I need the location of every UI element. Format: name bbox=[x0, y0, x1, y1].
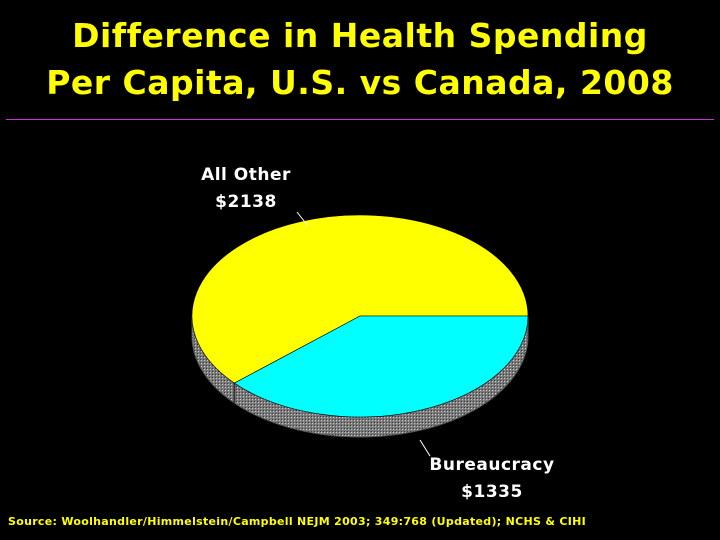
leader-line-bureaucracy bbox=[419, 439, 431, 457]
title-divider bbox=[6, 119, 714, 120]
pie-slices-layer bbox=[191, 214, 529, 418]
slice-label-all-other: All Other bbox=[201, 165, 291, 185]
slice-value-all-other: $2138 bbox=[215, 192, 277, 212]
pie-slice-all-other bbox=[191, 214, 529, 384]
pie-labels-layer: All Other $2138 Bureaucracy $1335 bbox=[201, 165, 554, 502]
leader-line-all-other bbox=[296, 211, 309, 227]
source-note: Source: Woolhandler/Himmelstein/Campbell… bbox=[8, 515, 587, 528]
pie-leader-lines bbox=[296, 211, 431, 457]
chart-title-line-1: Difference in Health Spending bbox=[72, 16, 648, 55]
chart-title-line-2: Per Capita, U.S. vs Canada, 2008 bbox=[46, 63, 674, 102]
slice-value-bureaucracy: $1335 bbox=[461, 482, 523, 502]
slice-label-bureaucracy: Bureaucracy bbox=[429, 455, 554, 475]
pie-slice-bureaucracy bbox=[233, 315, 529, 418]
